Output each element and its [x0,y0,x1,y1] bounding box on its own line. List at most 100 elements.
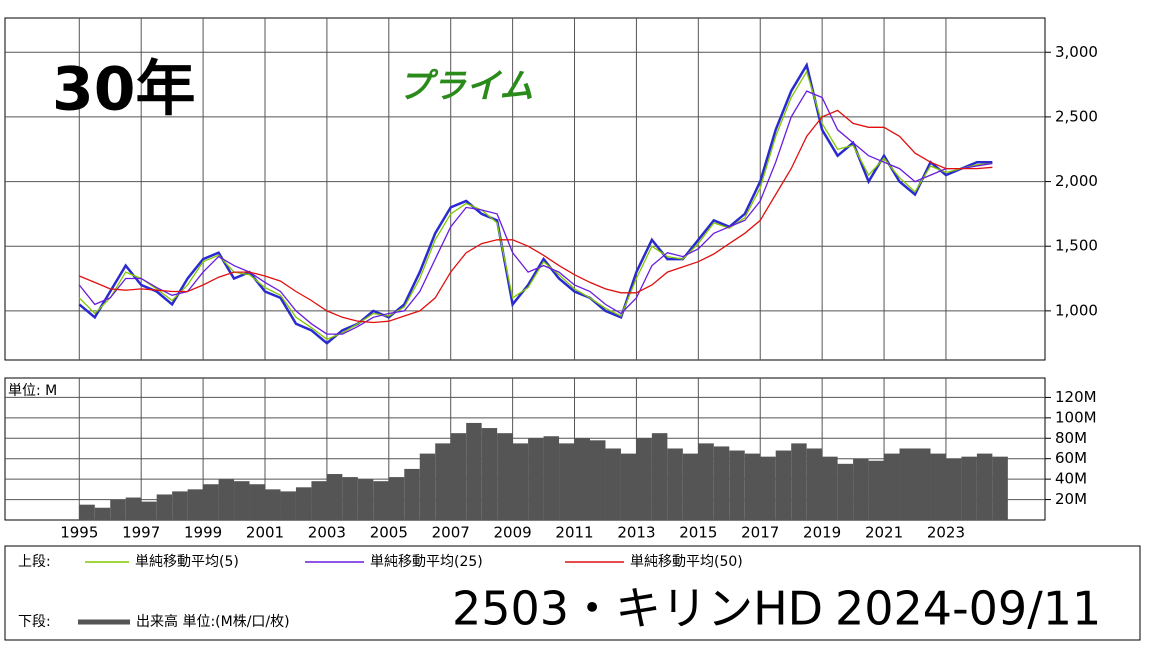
volume-bar [667,448,683,520]
x-tick-label: 2011 [555,524,593,542]
volume-bar [853,458,869,520]
legend-group: 上段: [18,554,51,570]
x-tick-label: 2013 [617,524,655,542]
unit-label: 単位: M [8,383,57,399]
x-tick-label: 2001 [246,524,284,542]
volume-bar [945,458,962,520]
volume-bar [156,494,173,520]
x-tick-label: 2021 [865,524,903,542]
volume-bar [930,453,946,520]
volume-bar [218,479,235,520]
volume-bar [326,474,343,520]
volume-bar [729,450,745,520]
x-tick-label: 2017 [741,524,779,542]
x-tick-label: 1995 [60,524,98,542]
volume-bar [590,440,606,520]
x-tick-label: 2005 [370,524,408,542]
volume-bar [481,428,498,520]
volume-bar [791,443,807,520]
y-tick-label: 40M [1055,470,1087,488]
chart-date: 2024-09/11 [835,582,1101,636]
volume-bar [868,460,885,520]
volume-bar [899,448,915,520]
legend-label: 単純移動平均(25) [370,554,483,570]
volume-bar [961,456,977,520]
volume-bar [110,499,126,520]
legend-label: 出来高 単位:(M株/口/枚) [136,613,290,630]
y-tick-label: 1,500 [1055,237,1098,255]
volume-bar [806,448,823,520]
volume-bar [620,453,637,520]
volume-bar [404,468,420,520]
y-tick-label: 20M [1055,490,1087,508]
volume-bar [822,456,838,520]
volume-bar [992,456,1008,520]
moving-average [78,70,993,341]
x-tick-label: 2003 [308,524,346,542]
volume-bar [760,456,776,520]
moving-average [79,109,993,324]
period-label: 30年 [52,55,196,125]
y-tick-label: 3,000 [1055,43,1098,61]
volume-bar [605,448,621,520]
volume-bar [234,481,250,520]
volume-bar [651,433,668,520]
volume-bar [512,443,529,520]
volume-bar [311,481,327,520]
moving-average [78,90,993,335]
volume-bar [357,479,374,520]
volume-bar [574,438,590,520]
x-tick-label: 2023 [927,524,965,542]
volume-bar [543,436,560,520]
volume-bar [559,443,575,520]
volume-bar [466,422,482,520]
legend-group: 下段: [18,614,51,630]
volume-bar [528,438,544,520]
volume-bar [388,477,405,520]
y-tick-label: 120M [1055,388,1097,406]
volume-bar [295,487,312,520]
marks [78,61,1008,520]
y-tick-label: 1,000 [1055,301,1098,319]
volume-bar [636,438,652,520]
chart-title: 2503・キリンHD [452,582,823,636]
volume-bar [280,491,296,520]
x-tick-label: 2009 [494,524,532,542]
volume-bar [419,453,436,520]
volume-bar [141,501,157,520]
volume-bar [187,489,204,520]
volume-bar [79,504,95,520]
volume-bar [713,446,730,520]
volume-bar [698,443,714,520]
x-tick-label: 1999 [184,524,222,542]
volume-bar [342,477,358,520]
volume-bar [265,489,281,520]
y-tick-label: 100M [1055,408,1097,426]
volume-bar [94,507,111,520]
legend-label: 単純移動平均(50) [630,554,743,570]
legend-box [4,545,1141,641]
volume-bar [775,450,792,520]
volume-bar [682,453,699,520]
price-frame [4,17,1046,361]
x-tick-label: 1997 [122,524,160,542]
x-tick-label: 2015 [679,524,717,542]
volume-bar [203,484,219,520]
legend-label: 単純移動平均(5) [135,554,239,570]
x-tick-label: 2019 [803,524,841,542]
volume-bar [249,484,265,520]
y-tick-label: 2,000 [1055,172,1098,190]
y-tick-label: 60M [1055,449,1087,467]
volume-bar [497,433,513,520]
y-tick-label: 2,500 [1055,107,1098,125]
volume-bar [435,443,451,520]
volume-bar [172,491,188,520]
x-tick-label: 2007 [432,524,470,542]
price-line [78,61,993,345]
volume-bar [373,481,389,520]
volume-bar [976,453,993,520]
volume-bar [884,453,900,520]
volume-bar [450,433,467,520]
volume-bar [125,497,142,520]
